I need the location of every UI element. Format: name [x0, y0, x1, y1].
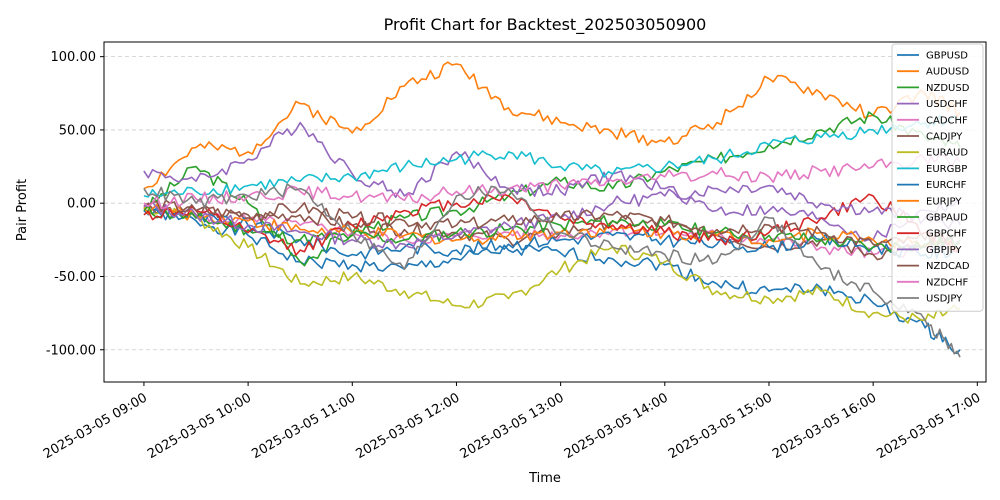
legend-entry: EURGBP	[926, 164, 967, 175]
legend-box	[891, 43, 984, 312]
y-tick-label: -50.00	[54, 270, 96, 285]
x-tick-label: 2025-03-05 17:00	[874, 390, 983, 462]
legend-entry: NZDUSD	[926, 83, 970, 94]
x-tick-label: 2025-03-05 09:00	[41, 390, 150, 462]
series-line-nzdchf	[143, 153, 961, 209]
y-tick-label: -100.00	[46, 343, 96, 358]
series-line-usdchf	[143, 121, 961, 242]
x-tick-label: 2025-03-05 16:00	[770, 390, 879, 462]
x-tick-label: 2025-03-05 14:00	[562, 390, 671, 462]
legend-entry: GBPJPY	[926, 245, 962, 256]
grid-lines	[104, 56, 986, 351]
y-tick-label: 100.00	[51, 50, 97, 65]
plot-frame	[103, 41, 987, 383]
legend-entry: GBPCHF	[926, 229, 967, 240]
x-tick-label: 2025-03-05 12:00	[353, 390, 462, 462]
series-line-usdjpy	[143, 183, 961, 358]
legend-entry: CADJPY	[926, 132, 963, 143]
series-line-euraud	[143, 206, 961, 324]
legend-entry: GBPAUD	[926, 213, 968, 224]
y-tick-label: 0.00	[67, 197, 96, 212]
legend: GBPUSD AUDUSD NZDUSD USDCHF CADCHF CADJPY EURA…	[891, 43, 984, 312]
legend-entry: EURCHF	[926, 180, 967, 191]
series-lines	[143, 61, 961, 358]
legend-entry: CADCHF	[926, 115, 968, 126]
legend-entry: USDJPY	[926, 294, 963, 305]
y-axis-label: Pair Profit	[15, 179, 30, 241]
legend-entry: GBPUSD	[926, 51, 968, 62]
x-axis-label: Time	[528, 471, 561, 486]
x-tick-label: 2025-03-05 11:00	[249, 390, 358, 462]
series-line-gbpusd	[143, 206, 961, 355]
x-tick-label: 2025-03-05 13:00	[458, 390, 567, 462]
legend-entry: EURAUD	[926, 148, 968, 159]
series-line-nzdcad	[143, 199, 961, 247]
y-tick-label: 50.00	[59, 123, 96, 138]
series-line-nzdusd	[143, 111, 961, 267]
legend-entry: EURJPY	[926, 196, 962, 207]
legend-entry: USDCHF	[926, 99, 968, 110]
legend-entry: AUDUSD	[926, 67, 970, 78]
legend-entry: NZDCHF	[926, 277, 969, 288]
x-tick-label: 2025-03-05 10:00	[145, 390, 254, 462]
legend-entry: NZDCAD	[926, 261, 970, 272]
x-tick-label: 2025-03-05 15:00	[666, 390, 775, 462]
chart-title: Profit Chart for Backtest_202503050900	[384, 15, 707, 35]
series-line-eurgbp	[143, 114, 961, 198]
series-line-audusd	[143, 61, 961, 190]
y-axis-ticks: -100.00 -50.00 0.00 50.00 100.00	[46, 50, 104, 358]
series-line-gbpaud	[143, 205, 961, 253]
